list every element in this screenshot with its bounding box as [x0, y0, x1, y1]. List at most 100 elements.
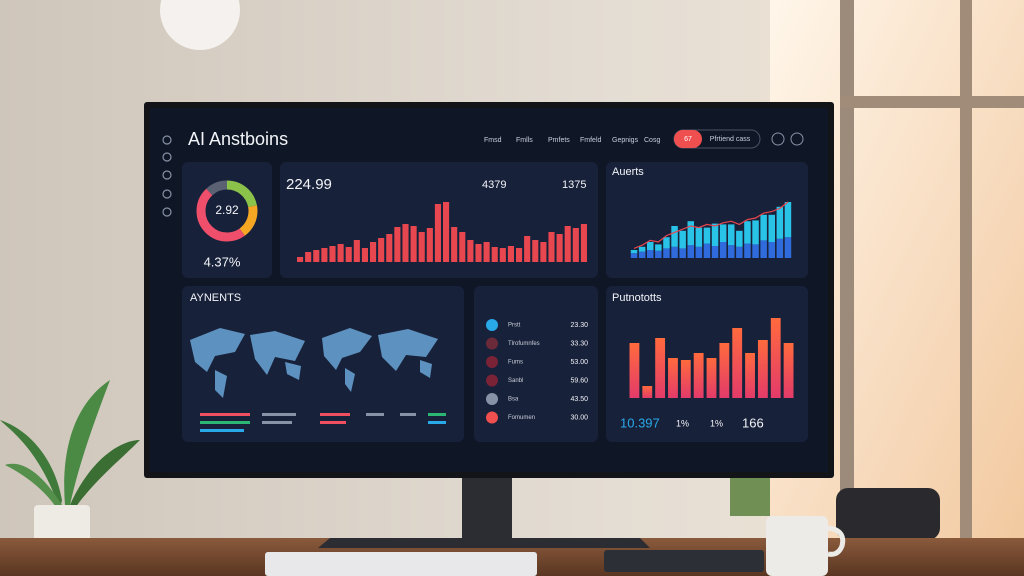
- bar: [321, 248, 328, 262]
- app-title: AI Anstboins: [188, 129, 288, 149]
- bar: [345, 247, 352, 262]
- bar: [361, 248, 368, 262]
- chair: [836, 488, 940, 540]
- bar: [768, 242, 775, 258]
- tab-label[interactable]: Pfrtiend cass: [710, 136, 751, 143]
- world-map: [190, 328, 438, 398]
- bar: [329, 246, 336, 262]
- products-stat: 10.397: [620, 415, 660, 430]
- bar: [671, 226, 678, 247]
- donut-segment: [196, 180, 258, 242]
- window-frame: [840, 96, 1024, 108]
- bar: [744, 221, 751, 244]
- bar: [629, 343, 640, 398]
- device: [604, 550, 764, 572]
- products-stat: 166: [742, 415, 764, 430]
- list-value: 53.00: [570, 359, 588, 366]
- products-stat: 1%: [676, 418, 689, 428]
- bar: [655, 338, 666, 398]
- list-icon: [486, 356, 498, 368]
- trend-stat: 4379: [482, 179, 506, 191]
- list-icon: [486, 393, 498, 405]
- bar: [776, 238, 784, 258]
- bar: [467, 240, 474, 262]
- lamp: [160, 0, 240, 50]
- bar: [768, 214, 775, 242]
- bar: [305, 252, 312, 262]
- list-label: Tlrofumnfes: [508, 341, 540, 347]
- list-icon: [486, 374, 498, 387]
- list-label: Bsa: [508, 397, 519, 403]
- bar: [516, 248, 523, 262]
- nav-item[interactable]: Cosg: [644, 137, 660, 144]
- bar: [693, 353, 704, 398]
- list-value: 30.00: [570, 414, 588, 421]
- plant: [0, 380, 140, 543]
- bar: [783, 343, 794, 398]
- bar: [760, 214, 767, 241]
- bar: [776, 206, 784, 239]
- bar: [572, 228, 579, 262]
- payments-title: AYNENTS: [190, 292, 241, 304]
- bar: [443, 202, 450, 262]
- list-icon: [486, 319, 498, 331]
- button[interactable]: [674, 130, 702, 148]
- bar: [370, 242, 377, 262]
- bar: [752, 220, 759, 245]
- window-frame: [960, 0, 972, 540]
- nav: Fmsd Fmlls Pmfets Fmfeld Gepnigs Cosg: [484, 137, 660, 144]
- trend-stat: 1375: [562, 179, 586, 191]
- nav-item[interactable]: Pmfets: [548, 137, 570, 144]
- bar: [752, 244, 759, 258]
- bar: [638, 246, 646, 252]
- bar: [728, 224, 735, 246]
- button-label: 67: [684, 136, 692, 143]
- list-icon: [486, 337, 498, 350]
- bar: [728, 245, 735, 258]
- bar: [499, 248, 506, 262]
- line: [633, 201, 789, 249]
- nav-item[interactable]: Fmsd: [484, 137, 502, 144]
- bar: [434, 204, 441, 262]
- bar: [548, 232, 555, 262]
- bar: [556, 234, 563, 262]
- bar: [410, 226, 417, 262]
- bar: [630, 253, 638, 258]
- nav-item[interactable]: Fmfeld: [580, 137, 602, 144]
- bar: [745, 353, 755, 398]
- bar: [757, 340, 768, 398]
- monitor-stand: [462, 474, 512, 540]
- bar: [680, 360, 691, 398]
- bar: [394, 227, 401, 262]
- bar: [638, 251, 646, 258]
- bar: [402, 224, 409, 262]
- keyboard: [265, 552, 537, 576]
- bar: [532, 240, 539, 262]
- bar: [630, 250, 638, 254]
- list-value: 59.60: [570, 377, 588, 384]
- bar: [770, 318, 781, 398]
- donut-segment: [196, 180, 258, 242]
- nav-item[interactable]: Gepnigs: [612, 137, 639, 144]
- bar: [736, 230, 743, 247]
- bar: [564, 226, 571, 262]
- bar: [524, 236, 531, 262]
- bar: [507, 246, 514, 262]
- bar: [687, 221, 694, 246]
- bar: [313, 250, 320, 262]
- icon[interactable]: [790, 132, 804, 146]
- bar: [642, 386, 653, 398]
- list-value: 33.30: [570, 340, 588, 347]
- bar: [784, 237, 792, 258]
- bar: [679, 230, 686, 249]
- bar: [647, 242, 654, 250]
- nav-item[interactable]: Fmlls: [516, 137, 533, 144]
- charts: Prstt 23.30 Tlrofumnfes 33.30 Fums 53.00 Sanbl…: [196, 180, 794, 430]
- bar: [297, 257, 304, 262]
- bar: [386, 234, 393, 262]
- map-legend: [200, 413, 446, 432]
- bar: [679, 248, 686, 258]
- icon[interactable]: [771, 132, 785, 146]
- bar: [647, 250, 654, 258]
